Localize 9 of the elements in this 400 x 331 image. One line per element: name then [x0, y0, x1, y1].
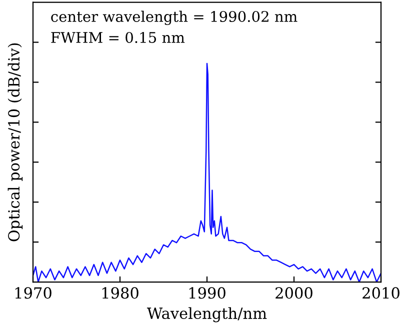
x-axis-title: Wavelength/nm: [147, 307, 267, 322]
x-tick-label: 1970: [15, 287, 52, 299]
x-tick-label: 1990: [189, 287, 226, 299]
y-axis-title: Optical power/10 (dB/div): [8, 43, 23, 242]
x-tick-label: 2010: [362, 287, 400, 299]
x-tick-label: 2000: [276, 287, 312, 299]
x-tick-label: 1980: [102, 287, 138, 299]
text: FWHM = 0.15 nm: [51, 32, 185, 43]
text: center wavelength = 1990.02 nm: [51, 10, 298, 26]
